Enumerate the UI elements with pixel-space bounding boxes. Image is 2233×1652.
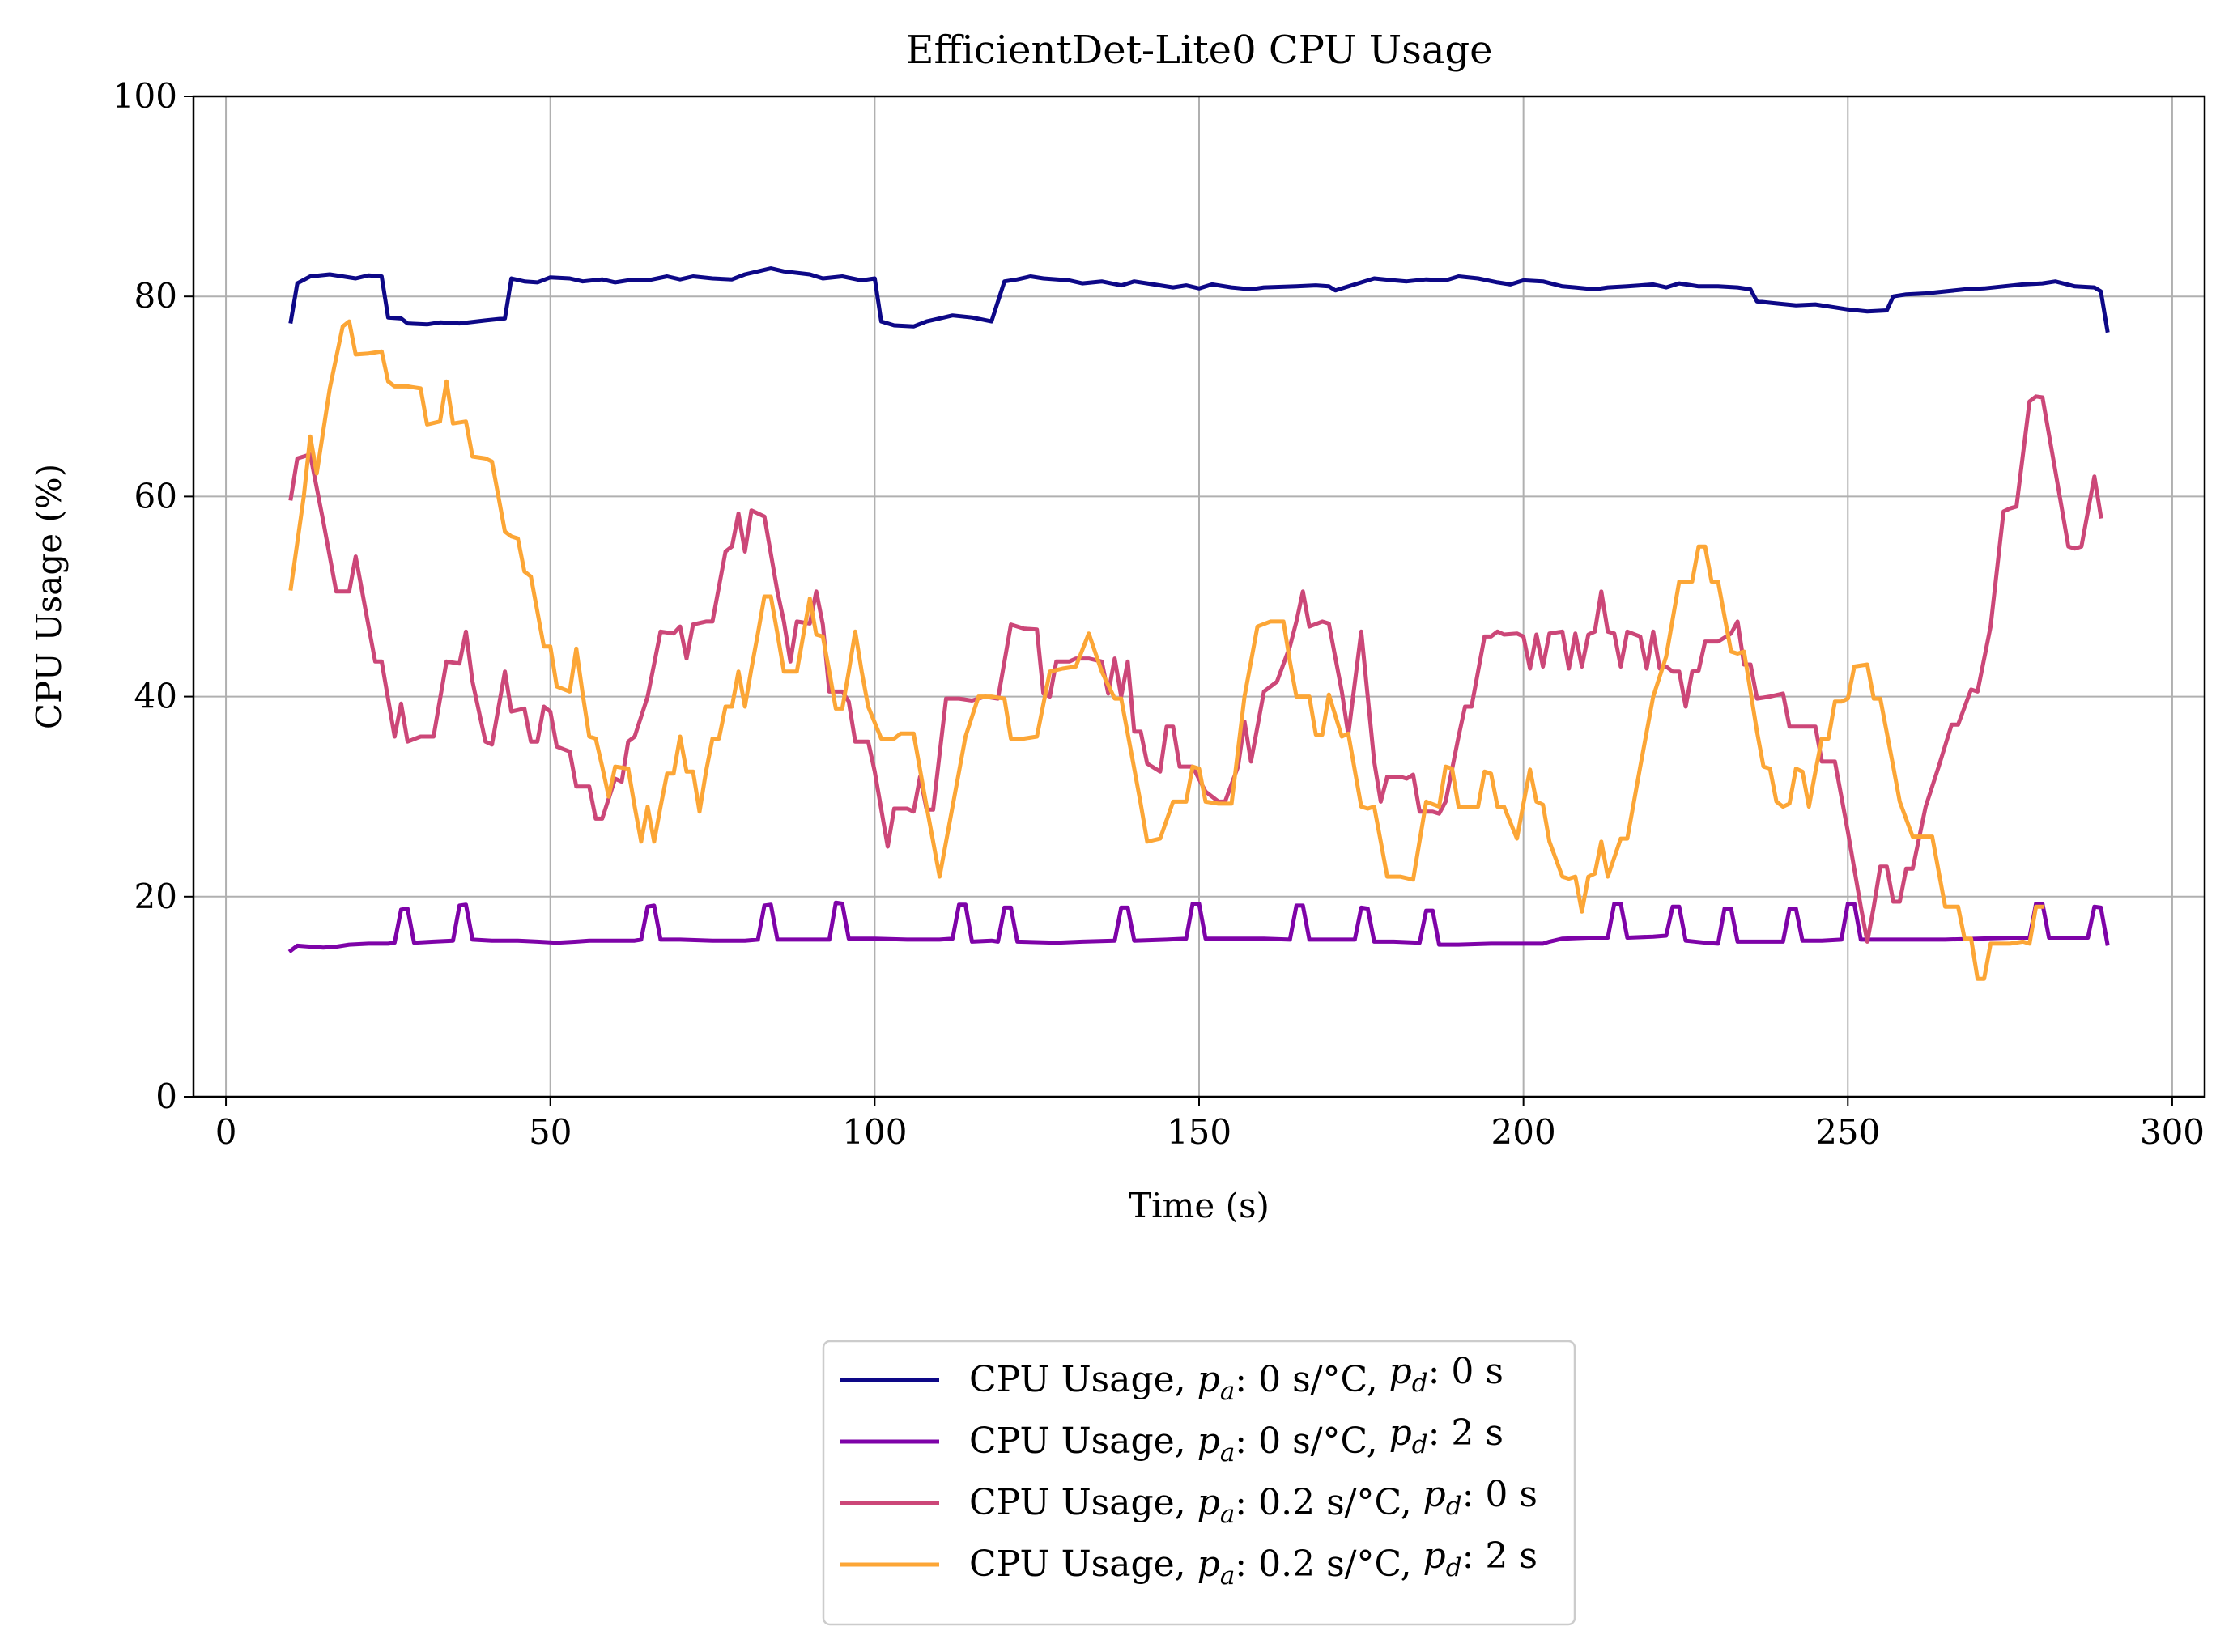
y-tick-label: 80 [134, 276, 177, 316]
legend-box [822, 1340, 1576, 1626]
y-tick-label: 100 [113, 76, 177, 116]
series-lines [287, 266, 2110, 981]
x-tick-label: 100 [842, 1112, 907, 1152]
legend-label-4: CPU Usage, pa: 0.2 s/°C, pd: 2 s [969, 1535, 1538, 1590]
x-tick-label: 150 [1167, 1112, 1231, 1152]
y-axis-label: CPU Usage (%) [29, 464, 69, 729]
gridlines [194, 96, 2205, 1098]
legend-label-3: CPU Usage, pa: 0.2 s/°C, pd: 0 s [969, 1474, 1538, 1529]
series-line-2 [287, 900, 2110, 954]
y-axis: 0 20 40 60 80 100 [113, 76, 194, 1116]
chart-title: EfficientDet-Lite0 CPU Usage [905, 28, 1492, 73]
x-tick-label: 0 [215, 1112, 237, 1152]
legend: CPU Usage, pa: 0 s/°C, pd: 0 s CPU Usage,… [822, 1340, 1576, 1626]
x-tick-label: 300 [2140, 1112, 2205, 1152]
x-tick-label: 250 [1815, 1112, 1880, 1152]
series-line-3 [288, 394, 2103, 944]
x-axis-label: Time (s) [1129, 1186, 1270, 1225]
legend-label-1: CPU Usage, pa: 0 s/°C, pd: 0 s [969, 1351, 1504, 1406]
y-tick-label: 40 [134, 677, 177, 716]
x-tick-label: 200 [1491, 1112, 1556, 1152]
y-tick-label: 20 [134, 877, 177, 916]
y-tick-label: 60 [134, 476, 177, 516]
legend-label-2: CPU Usage, pa: 0 s/°C, pd: 2 s [969, 1412, 1504, 1467]
y-tick-label: 0 [155, 1077, 177, 1116]
series-line-4 [288, 319, 2045, 981]
x-axis: 0 50 100 150 200 250 300 [215, 1097, 2205, 1152]
x-tick-label: 50 [529, 1112, 572, 1152]
series-line-1 [288, 266, 2110, 333]
